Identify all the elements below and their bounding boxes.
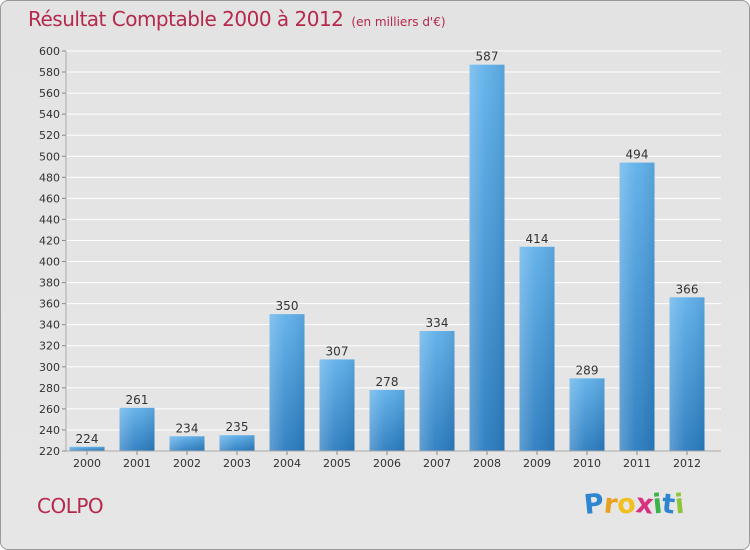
y-tick-label: 600 (39, 45, 60, 58)
proxiti-letter: i (673, 488, 687, 521)
y-tick-label: 300 (39, 361, 60, 374)
y-tick-label: 460 (39, 192, 60, 205)
bar-group: 224 (69, 432, 105, 451)
x-axis-ticks: 2000 2001 2002 2003 2004 2005 2006 2007 2008 2009… (66, 450, 721, 470)
bar-value-label: 494 (626, 148, 649, 162)
y-tick-label: 560 (39, 87, 60, 100)
bar-shine (569, 378, 605, 451)
bar-group: 414 (519, 232, 555, 451)
bar-shine (319, 359, 355, 451)
bar-shine (619, 162, 655, 451)
proxiti-logo[interactable]: Proxiti (582, 488, 687, 521)
bar-value-label: 224 (76, 432, 99, 446)
x-tick-label: 2010 (573, 457, 601, 470)
y-tick-label: 580 (39, 66, 60, 79)
y-tick-label: 480 (39, 171, 60, 184)
bars: 224 261 234 235 350 307 278 334 587 414 289 494 366 (69, 50, 705, 452)
bar-group: 350 (269, 299, 305, 451)
chart-title-text: Résultat Comptable 2000 à 2012 (28, 7, 344, 31)
x-tick-label: 2004 (273, 457, 301, 470)
bar-group: 587 (469, 50, 505, 452)
bar-group: 334 (419, 316, 455, 451)
bar-value-label: 261 (126, 393, 149, 407)
bar-group: 289 (569, 363, 605, 451)
x-tick-label: 2002 (173, 457, 201, 470)
y-tick-label: 440 (39, 213, 60, 226)
bar-group: 261 (119, 393, 155, 451)
bar-shine (469, 64, 505, 452)
bar-shine (269, 314, 305, 451)
bar-shine (69, 446, 105, 451)
y-tick-label: 360 (39, 298, 60, 311)
bar-shine (369, 389, 405, 451)
bar-shine (519, 246, 555, 451)
x-tick-label: 2003 (223, 457, 251, 470)
bar-value-label: 366 (676, 282, 699, 296)
bar-shine (419, 331, 455, 451)
bar-group: 234 (169, 421, 205, 451)
bar-value-label: 234 (176, 421, 199, 435)
bar-shine (669, 297, 705, 451)
bar-value-label: 587 (476, 50, 499, 64)
bar-shine (219, 435, 255, 451)
x-tick-label: 2009 (523, 457, 551, 470)
chart-title: Résultat Comptable 2000 à 2012 (en millie… (28, 7, 446, 31)
y-tick-label: 500 (39, 150, 60, 163)
bar-shine (119, 407, 155, 451)
bar-value-label: 414 (526, 232, 549, 246)
bar-value-label: 289 (576, 363, 599, 377)
bar-value-label: 334 (426, 316, 449, 330)
x-tick-label: 2012 (673, 457, 701, 470)
x-tick-label: 2008 (473, 457, 501, 470)
bar-group: 235 (219, 420, 255, 451)
x-tick-label: 2005 (323, 457, 351, 470)
bar-value-label: 307 (326, 344, 349, 358)
x-tick-label: 2006 (373, 457, 401, 470)
y-tick-label: 540 (39, 108, 60, 121)
y-tick-label: 240 (39, 424, 60, 437)
x-tick-label: 2000 (73, 457, 101, 470)
bar-group: 278 (369, 375, 405, 451)
y-tick-label: 220 (39, 445, 60, 458)
bar-value-label: 278 (376, 375, 399, 389)
y-axis-ticks: 220 240 260 280 300 320 340 360 380 400 420 440 460 4… (39, 45, 67, 458)
y-tick-label: 380 (39, 277, 60, 290)
bar-shine (169, 436, 205, 451)
y-tick-label: 320 (39, 340, 60, 353)
chart-subtitle: (en milliers d'€) (351, 15, 446, 29)
town-name: COLPO (37, 494, 104, 518)
y-tick-label: 420 (39, 234, 60, 247)
y-tick-label: 520 (39, 129, 60, 142)
y-tick-label: 260 (39, 403, 60, 416)
bar-group: 494 (619, 148, 655, 451)
bar-group: 366 (669, 282, 705, 451)
y-tick-label: 340 (39, 319, 60, 332)
y-tick-label: 280 (39, 382, 60, 395)
bar-value-label: 235 (226, 420, 249, 434)
x-tick-label: 2001 (123, 457, 151, 470)
x-tick-label: 2011 (623, 457, 651, 470)
x-tick-label: 2007 (423, 457, 451, 470)
bar-group: 307 (319, 344, 355, 451)
bar-value-label: 350 (276, 299, 299, 313)
y-tick-label: 400 (39, 256, 60, 269)
